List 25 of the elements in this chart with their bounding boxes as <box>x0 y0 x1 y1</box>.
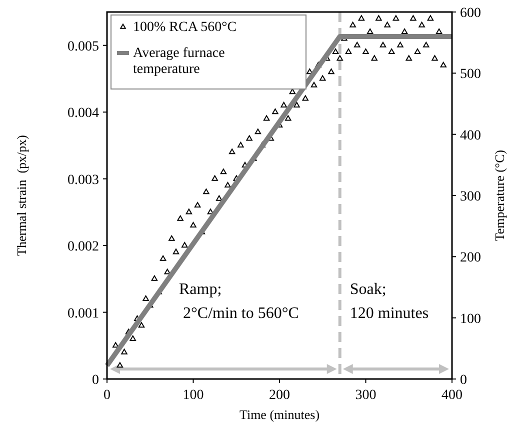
annotation: Ramp; 2°C/min to 560°C <box>179 281 299 322</box>
y-tick-label: 0.001 <box>68 306 99 322</box>
x-tick-label: 300 <box>355 388 376 403</box>
annotation: Soak; 120 minutes <box>350 281 429 322</box>
y2-tick-label: 200 <box>460 250 481 266</box>
x-tick-label: 400 <box>442 388 462 403</box>
x-tick-label: 100 <box>182 388 204 403</box>
x-axis-title: Time (minutes) <box>239 407 320 422</box>
y-tick-label: 0.003 <box>68 172 99 188</box>
y-tick-label: 0.005 <box>68 39 99 54</box>
legend-label: 100% RCA 560°C <box>133 20 237 35</box>
y-tick-label: 0.004 <box>68 106 99 122</box>
y-tick-label: 0 <box>92 373 99 388</box>
y2-tick-label: 600 <box>460 6 481 21</box>
y2-tick-label: 300 <box>460 190 481 204</box>
y2-tick-label: 400 <box>460 128 481 144</box>
y-tick-label: 0.002 <box>68 240 99 255</box>
legend-label: Average furnace temperature <box>133 46 225 77</box>
y-axis-title: Thermal strain (px/px) <box>14 135 29 256</box>
x-tick-label: 0 <box>104 388 110 403</box>
y2-tick-label: 100 <box>460 312 481 327</box>
y2-tick-label: 0 <box>460 373 467 388</box>
y2-axis-title: Temperature (°C) <box>492 150 507 242</box>
x-tick-label: 200 <box>269 388 290 403</box>
y2-tick-label: 500 <box>460 67 481 82</box>
